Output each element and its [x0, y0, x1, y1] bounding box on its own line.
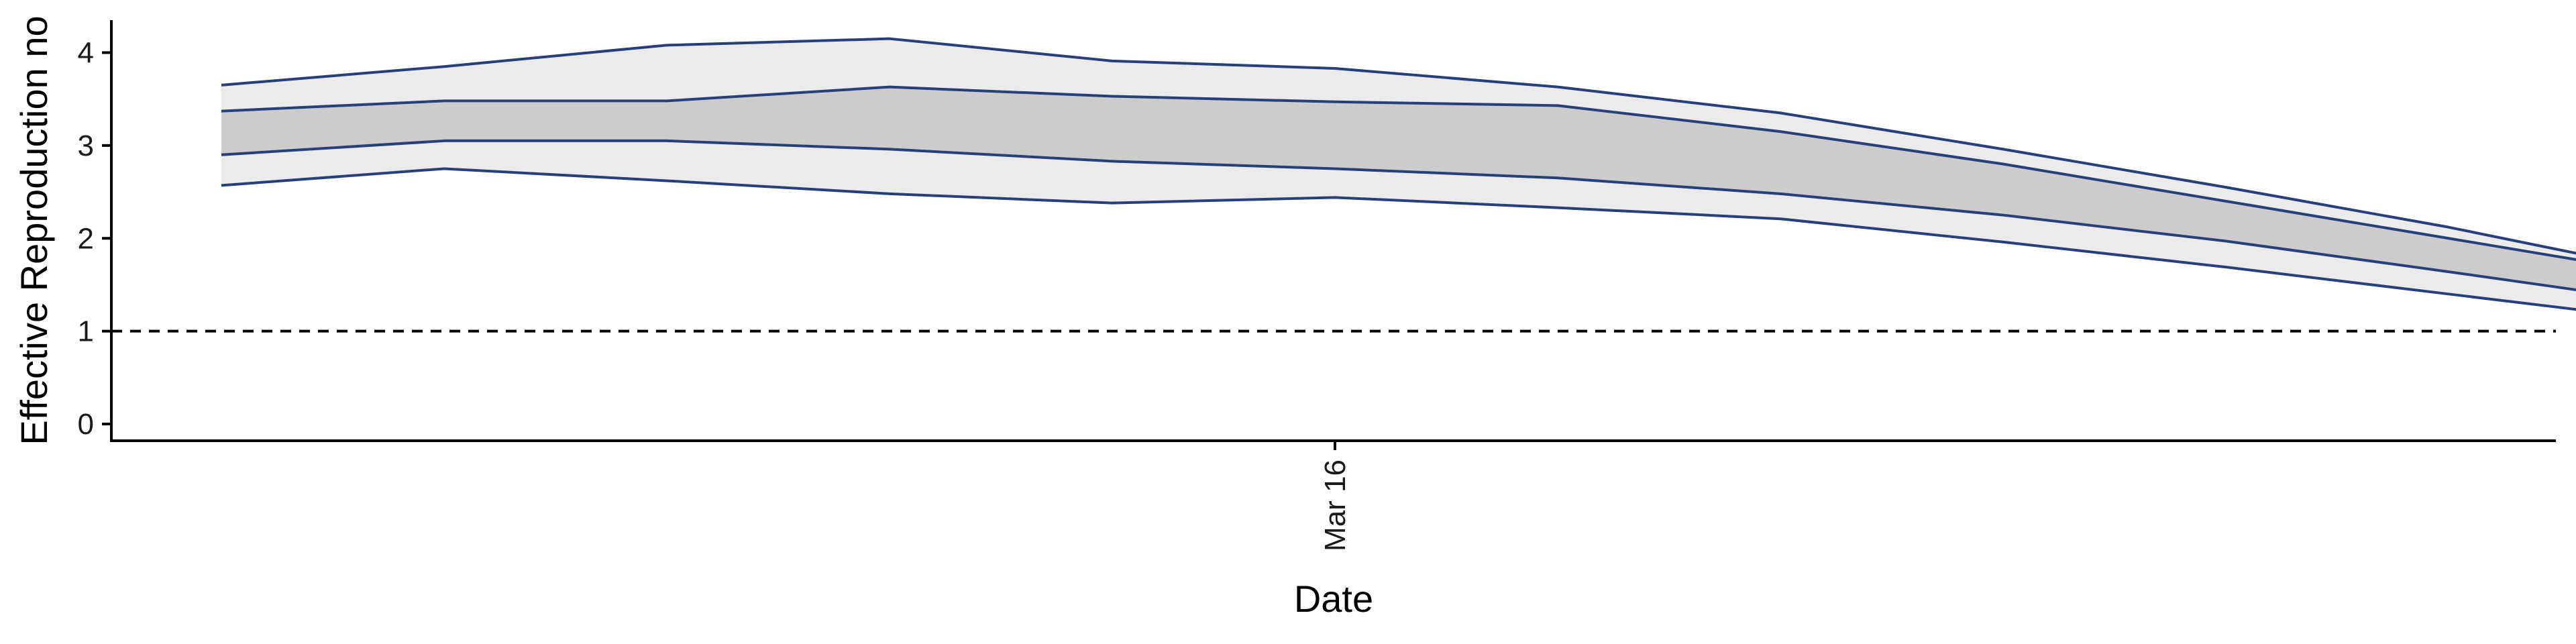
y-tick-label: 4 [78, 36, 94, 69]
y-tick-label: 3 [78, 129, 94, 162]
outer-band-lower-line [221, 167, 2576, 311]
outer-band-upper-line [221, 37, 2576, 255]
inner-band-area [221, 87, 2576, 290]
x-axis-ticks: Mar 16 [1319, 441, 1352, 551]
credible-interval-bands [221, 38, 2576, 310]
inner-band-upper-line [221, 85, 2576, 261]
x-tick-label: Mar 16 [1319, 460, 1352, 551]
inner-band-lower-line [221, 139, 2576, 292]
outer-band-area [221, 38, 2576, 310]
y-axis-title: Effective Reproduction no [13, 15, 55, 445]
axes [110, 20, 2556, 442]
y-tick-label: 1 [78, 315, 94, 348]
band-boundary-lines [221, 37, 2576, 311]
y-axis-ticks: 0 1 2 3 4 [78, 36, 111, 441]
y-tick-label: 0 [78, 408, 94, 441]
y-tick-label: 2 [78, 222, 94, 255]
x-axis-title: Date [1294, 578, 1373, 620]
